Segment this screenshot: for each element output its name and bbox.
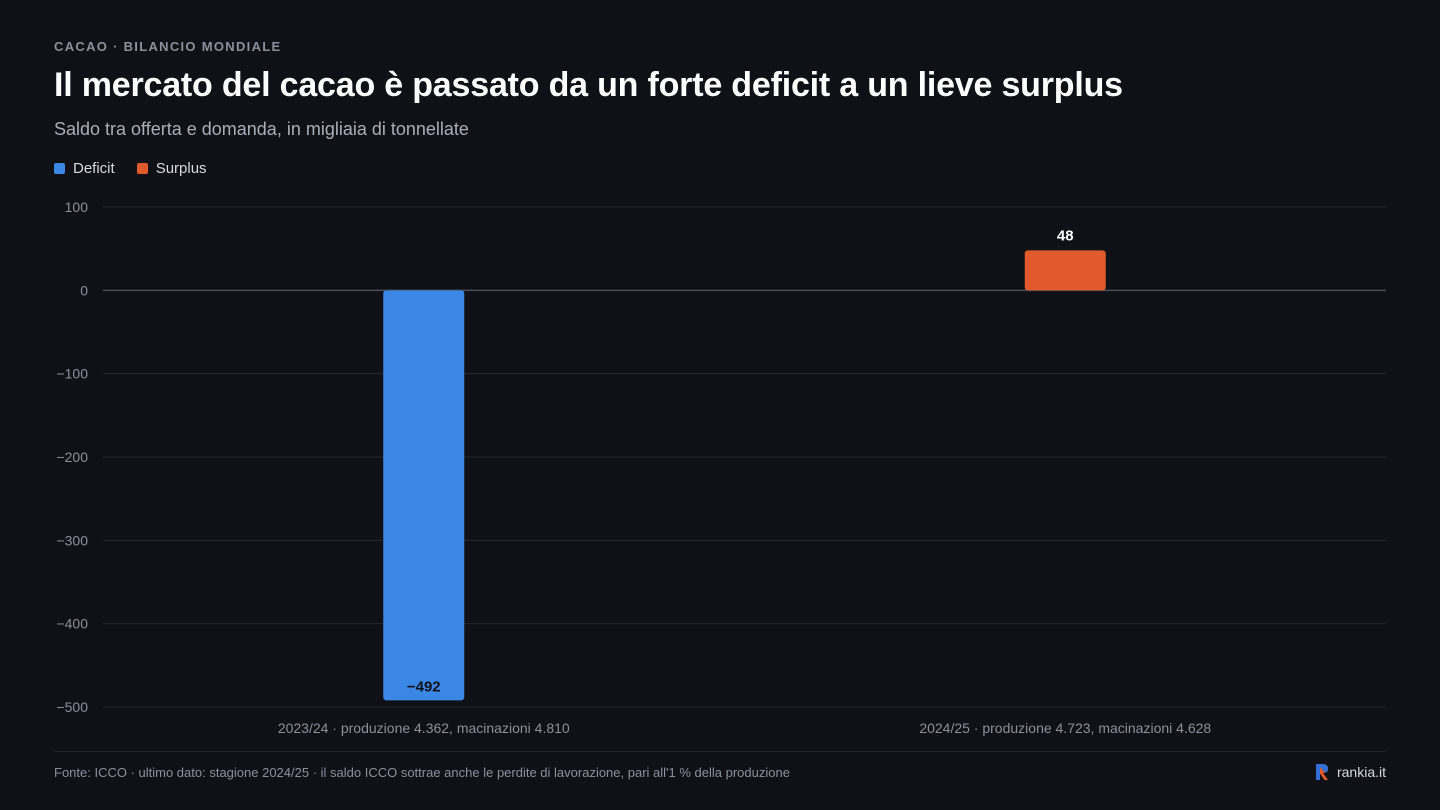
y-tick-label: −200 bbox=[56, 449, 88, 465]
legend-item-deficit: Deficit bbox=[54, 160, 115, 177]
bar-chart: 100 0 −100 −200 −300 −400 −500 −492 2023/24 · pr… bbox=[56, 199, 1386, 736]
y-tick-label: 100 bbox=[65, 199, 89, 215]
y-tick-label: 0 bbox=[80, 282, 88, 298]
legend-item-surplus: Surplus bbox=[136, 160, 207, 177]
bar-value-label: −492 bbox=[407, 678, 441, 695]
y-tick-label: −400 bbox=[56, 616, 88, 632]
chart-title: Il mercato del cacao è passato da un for… bbox=[54, 66, 1123, 104]
y-tick-label: −100 bbox=[56, 366, 88, 382]
footer-source-note: Fonte: ICCO · ultimo dato: stagione 2024… bbox=[54, 765, 790, 780]
brand-name: rankia.it bbox=[1336, 764, 1386, 780]
x-category-label: 2024/25 · produzione 4.723, macinazioni … bbox=[919, 720, 1211, 736]
y-tick-label: −300 bbox=[56, 532, 88, 548]
legend-label-surplus: Surplus bbox=[155, 160, 207, 177]
rankia-logo-icon bbox=[1315, 764, 1328, 780]
chart-subtitle: Saldo tra offerta e domanda, in migliaia… bbox=[54, 119, 469, 139]
legend-label-deficit: Deficit bbox=[73, 160, 115, 177]
footer-divider bbox=[54, 751, 1386, 752]
legend-swatch-deficit bbox=[54, 163, 65, 174]
bar-value-label: 48 bbox=[1057, 227, 1074, 244]
bar bbox=[1024, 250, 1106, 291]
legend-swatch-surplus bbox=[136, 163, 148, 174]
y-tick-label: −500 bbox=[56, 699, 88, 715]
bar bbox=[383, 290, 465, 701]
chart-legend: Deficit Surplus bbox=[54, 160, 207, 177]
x-category-label: 2023/24 · produzione 4.362, macinazioni … bbox=[278, 720, 570, 736]
brand: rankia.it bbox=[1314, 763, 1386, 781]
chart-kicker: CACAO · BILANCIO MONDIALE bbox=[54, 39, 282, 54]
